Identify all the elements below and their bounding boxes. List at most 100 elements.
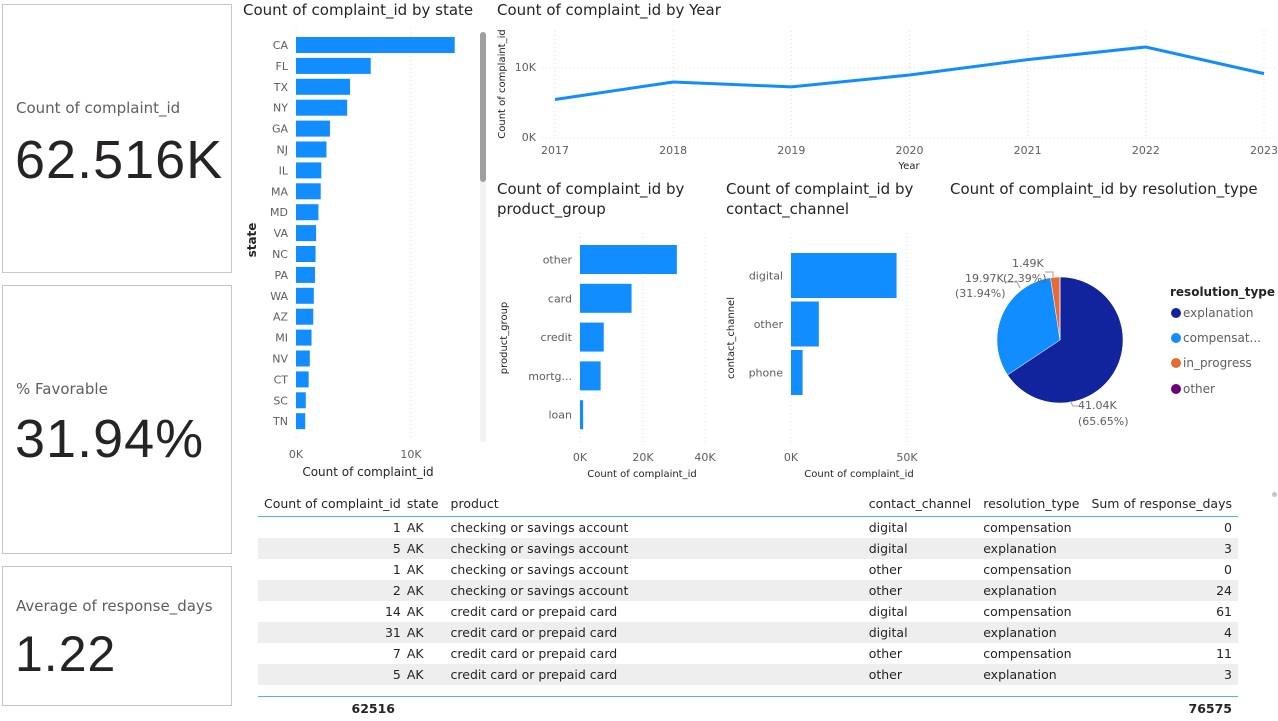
legend-label: other: [1183, 382, 1215, 396]
state-category-label: PA: [275, 269, 289, 282]
state-category-label: TN: [272, 415, 288, 428]
legend-item[interactable]: compensat...: [1171, 331, 1261, 345]
year-y-tick: 0K: [522, 131, 537, 144]
table-cell: compensation: [983, 646, 1072, 661]
table-cell: AK: [406, 520, 424, 535]
bar-va[interactable]: [296, 225, 317, 242]
bar-other[interactable]: [580, 245, 677, 274]
legend-marker: [1171, 333, 1181, 343]
more-options-dot[interactable]: [1272, 492, 1277, 497]
legend-marker: [1171, 358, 1181, 368]
year-y-axis-label: Count of complaint_id: [497, 29, 508, 138]
bar-phone[interactable]: [791, 350, 803, 395]
pie-slice-compensation[interactable]: [996, 277, 1061, 376]
year-chart-title: Count of complaint_id by Year: [497, 1, 721, 19]
legend-item[interactable]: other: [1171, 382, 1215, 396]
table-row[interactable]: 31 AK credit card or prepaid card digital ex…: [258, 622, 1238, 643]
table-row[interactable]: 5 AK checking or savings account digital exp…: [258, 538, 1238, 559]
bar-wa[interactable]: [296, 287, 314, 304]
state-x-axis-label: Count of complaint_id: [302, 465, 433, 479]
bar-ma[interactable]: [296, 183, 321, 200]
year-chart[interactable]: Count of complaint_id 0K 10K 2017 2018 201…: [494, 26, 1278, 176]
state-category-label: MD: [270, 206, 288, 219]
table-cell: credit card or prepaid card: [444, 664, 863, 685]
product-chart[interactable]: product_group other card credit mortg... loa…: [494, 228, 716, 483]
channel-category-label: digital: [749, 270, 783, 283]
bar-card[interactable]: [580, 283, 632, 313]
bar-md[interactable]: [296, 204, 319, 221]
table-cell: credit card or prepaid card: [450, 604, 618, 619]
table-row[interactable]: 7 AK credit card or prepaid card other compe…: [258, 643, 1238, 664]
kpi-card-favorable[interactable]: % Favorable 31.94%: [2, 285, 232, 554]
bar-mortg[interactable]: [580, 361, 601, 391]
kpi-card-response[interactable]: Average of response_days 1.22: [2, 566, 232, 706]
column-header[interactable]: resolution_type: [977, 490, 1086, 517]
product-category-label: loan: [549, 409, 573, 422]
table-cell: AK: [406, 580, 445, 601]
bar-ct[interactable]: [296, 371, 309, 388]
bar-digital[interactable]: [791, 253, 897, 298]
table-cell: 31: [258, 622, 407, 643]
bar-other[interactable]: [791, 301, 819, 347]
pie-slice-explanation[interactable]: [1007, 276, 1124, 404]
channel-x-axis-label: Count of complaint_id: [804, 469, 913, 480]
bar-mi[interactable]: [296, 329, 312, 346]
scrollbar-thumb[interactable]: [480, 32, 486, 182]
kpi-label: Average of response_days: [16, 597, 213, 615]
legend-label: in_progress: [1183, 356, 1252, 370]
year-x-axis-label: Year: [897, 161, 920, 172]
state-chart[interactable]: state CA FL TX NY GA NJ IL MA MD VA NC PA WA AZ MI NV CT…: [240, 28, 480, 483]
bar-ca[interactable]: [296, 37, 455, 53]
state-category-label: SC: [273, 394, 288, 407]
bar-nv[interactable]: [296, 350, 310, 367]
bar-credit[interactable]: [580, 322, 604, 352]
channel-y-axis-label: contact_channel: [726, 297, 737, 379]
bar-sc[interactable]: [296, 392, 306, 409]
data-table[interactable]: Count of complaint_id state product cont…: [258, 490, 1238, 685]
legend-item[interactable]: in_progress: [1171, 356, 1252, 370]
column-header[interactable]: Sum of response_days: [1085, 490, 1238, 517]
table-cell: explanation: [977, 622, 1086, 643]
table-row[interactable]: 2 AK checking or savings account other expla…: [258, 580, 1238, 601]
table-row[interactable]: 14 AK credit card or prepaid card digital co…: [258, 601, 1238, 622]
table-cell: 3: [1085, 538, 1238, 559]
legend-item[interactable]: explanation: [1171, 306, 1254, 320]
table-row[interactable]: 1 AK checking or savings account digital com…: [258, 517, 1238, 539]
bar-ga[interactable]: [296, 120, 330, 137]
table-cell: explanation: [977, 538, 1086, 559]
year-x-tick: 2017: [541, 144, 569, 157]
year-series-line[interactable]: [554, 45, 1265, 101]
legend-label: compensat...: [1183, 331, 1261, 345]
year-x-tick: 2023: [1250, 144, 1278, 157]
column-header[interactable]: state: [406, 490, 445, 517]
bar-nj[interactable]: [296, 141, 327, 158]
state-category-label: NY: [273, 102, 288, 115]
table-cell: compensation: [983, 604, 1072, 619]
table-row[interactable]: 1 AK checking or savings account other compe…: [258, 559, 1238, 580]
year-x-tick: 2020: [896, 144, 924, 157]
bar-nc[interactable]: [296, 246, 316, 262]
bar-loan[interactable]: [580, 400, 584, 430]
state-category-label: AZ: [273, 311, 289, 324]
bar-tx[interactable]: [296, 78, 351, 95]
state-category-label: IL: [279, 164, 289, 177]
column-header[interactable]: Count of complaint_id: [258, 490, 407, 517]
table-row[interactable]: 5 AK credit card or prepaid card other expla…: [258, 664, 1238, 685]
resolution-chart[interactable]: 1.49K (2.39%) 19.97K (31.94%) 41.04K (65…: [945, 240, 1278, 440]
bar-fl[interactable]: [296, 57, 371, 74]
state-category-label: MI: [275, 332, 288, 345]
column-header[interactable]: contact_channel: [862, 490, 978, 517]
bar-pa[interactable]: [296, 266, 315, 283]
state-chart-scrollbar[interactable]: [480, 32, 486, 442]
bar-az[interactable]: [296, 308, 314, 325]
bar-tn[interactable]: [296, 413, 306, 430]
state-x-tick: 0K: [289, 448, 304, 461]
state-category-label: NJ: [277, 144, 288, 157]
table-cell: checking or savings account: [444, 580, 863, 601]
channel-chart[interactable]: contact_channel digital other phone 0K 50K…: [722, 228, 936, 483]
title-line: Count of complaint_id by: [497, 180, 685, 198]
bar-il[interactable]: [296, 162, 322, 179]
bar-ny[interactable]: [296, 99, 348, 116]
kpi-card-count[interactable]: Count of complaint_id 62.516K: [2, 4, 232, 273]
column-header[interactable]: product: [444, 490, 863, 517]
